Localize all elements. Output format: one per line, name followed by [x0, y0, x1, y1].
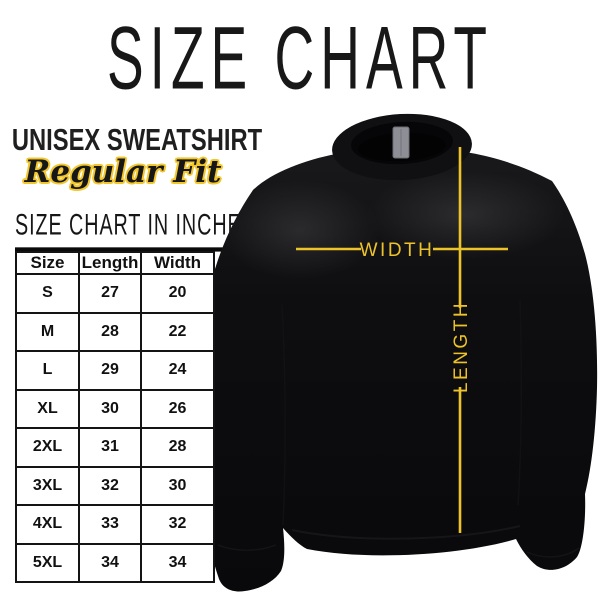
size-cell: 4XL [15, 504, 80, 545]
fabric-highlight [365, 170, 565, 260]
sleeve-seam [517, 299, 523, 506]
cuff-ribbing [217, 544, 277, 551]
table-header-row: Size Length Width [15, 251, 215, 275]
hem-seam [291, 525, 521, 540]
size-cell: XL [15, 388, 80, 429]
table-row: 4XL 33 32 [15, 504, 215, 545]
table-row: 2XL 31 28 [15, 427, 215, 468]
width-cell: 30 [140, 465, 215, 506]
table-row: XL 30 26 [15, 388, 215, 429]
length-cell: 31 [78, 427, 142, 468]
width-cell: 20 [140, 273, 215, 314]
width-label: WIDTH [360, 240, 435, 261]
width-cell: 28 [140, 427, 215, 468]
product-name: UNISEX SWEATSHIRT [11, 123, 263, 158]
size-table: Size Length Width S 27 20 M 28 22 L 29 2… [15, 251, 215, 583]
width-cell: 22 [140, 311, 215, 352]
size-cell: 2XL [15, 427, 80, 468]
table-row: 5XL 34 34 [15, 542, 215, 583]
size-cell: 5XL [15, 542, 80, 583]
length-cell: 27 [78, 273, 142, 314]
length-label: LENGTH [451, 301, 472, 393]
sleeve-seam [281, 304, 286, 526]
length-cell: 33 [78, 504, 142, 545]
size-cell: M [15, 311, 80, 352]
size-cell: L [15, 350, 80, 391]
table-row: S 27 20 [15, 273, 215, 314]
table-row: M 28 22 [15, 311, 215, 352]
fabric-highlight [220, 180, 380, 280]
size-cell: S [15, 273, 80, 314]
cuff-ribbing [526, 547, 580, 558]
column-header-size: Size [15, 251, 80, 275]
width-cell: 26 [140, 388, 215, 429]
size-cell: 3XL [15, 465, 80, 506]
table-row: L 29 24 [15, 350, 215, 391]
column-header-length: Length [78, 251, 142, 275]
length-cell: 28 [78, 311, 142, 352]
fit-label: Regular Fit [24, 154, 222, 190]
width-cell: 34 [140, 542, 215, 583]
page-title: SIZE CHART [107, 7, 493, 109]
length-cell: 32 [78, 465, 142, 506]
width-cell: 32 [140, 504, 215, 545]
length-cell: 34 [78, 542, 142, 583]
length-cell: 30 [78, 388, 142, 429]
table-row: 3XL 32 30 [15, 465, 215, 506]
column-header-width: Width [140, 251, 215, 275]
length-cell: 29 [78, 350, 142, 391]
table-heading: SIZE CHART IN INCHES [15, 209, 256, 252]
width-cell: 24 [140, 350, 215, 391]
